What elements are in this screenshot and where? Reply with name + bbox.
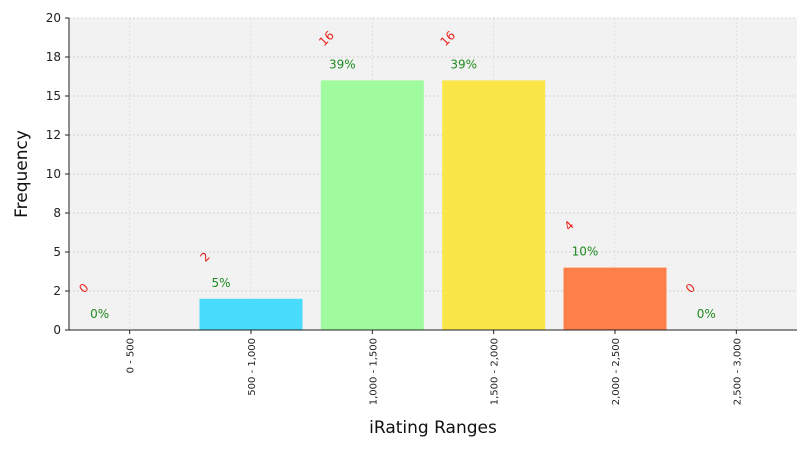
y-tick-label: 8 bbox=[53, 206, 61, 220]
bar-percent-label: 5% bbox=[211, 276, 230, 290]
bar bbox=[320, 80, 424, 331]
bar bbox=[563, 267, 667, 330]
x-tick-label: 1,000 - 1,500 bbox=[368, 338, 379, 405]
x-tick-label: 1,500 - 2,000 bbox=[490, 338, 501, 405]
x-axis-title: iRating Ranges bbox=[369, 418, 497, 438]
x-tick-label: 0 - 500 bbox=[126, 338, 137, 373]
y-tick-label: 18 bbox=[46, 50, 61, 64]
y-tick-label: 12 bbox=[46, 128, 61, 142]
x-tick-label: 2,000 - 2,500 bbox=[611, 338, 622, 405]
y-tick-label: 20 bbox=[46, 11, 61, 25]
y-tick-label: 0 bbox=[53, 323, 61, 337]
y-axis-ticks: 0 2 5 8 10 12 15 18 20 bbox=[46, 11, 69, 337]
bar-percent-label: 39% bbox=[450, 57, 477, 71]
x-tick-label: 2,500 - 3,000 bbox=[732, 338, 743, 405]
x-axis-ticks: 0 - 500 500 - 1,000 1,000 - 1,500 1,500 - 2… bbox=[126, 330, 743, 405]
bar-percent-label: 0% bbox=[697, 307, 716, 321]
bars-group bbox=[199, 80, 667, 331]
x-tick-label: 500 - 1,000 bbox=[247, 338, 258, 396]
y-tick-label: 10 bbox=[46, 167, 61, 181]
bar-percent-label: 0% bbox=[90, 307, 109, 321]
bar-percent-label: 10% bbox=[572, 245, 599, 259]
y-tick-label: 15 bbox=[46, 89, 61, 103]
y-tick-label: 2 bbox=[53, 284, 61, 298]
bar bbox=[199, 298, 303, 330]
y-axis-title: Frequency bbox=[12, 130, 32, 218]
bar-percent-label: 39% bbox=[329, 57, 356, 71]
bar bbox=[442, 80, 546, 331]
y-tick-label: 5 bbox=[53, 245, 61, 259]
